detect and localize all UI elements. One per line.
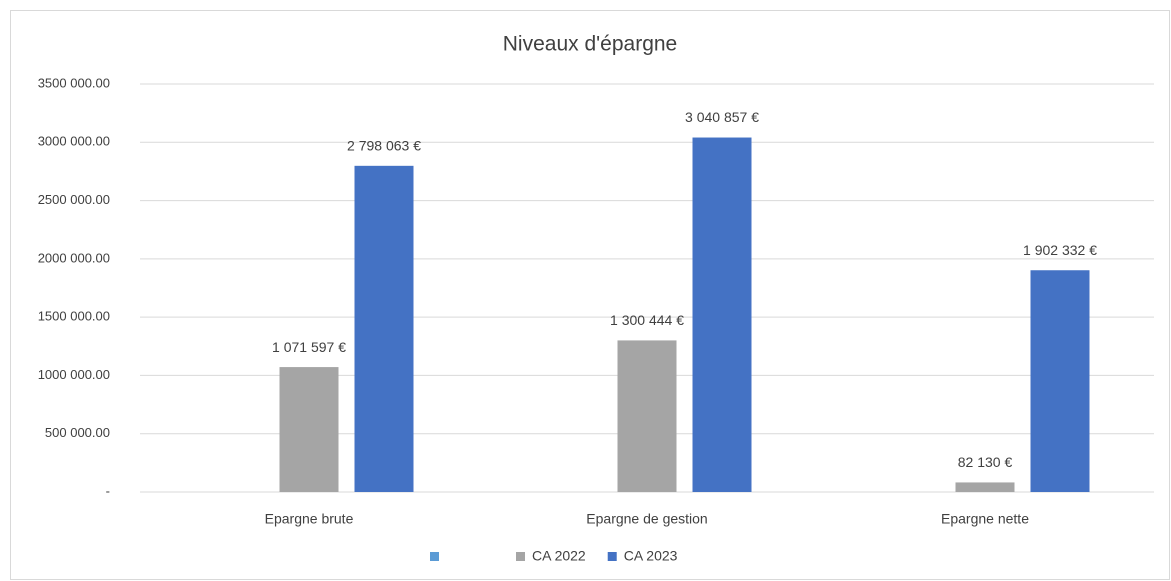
y-tick-label: 500 000.00 bbox=[45, 425, 110, 440]
chart-title: Niveaux d'épargne bbox=[503, 33, 677, 56]
legend-label: CA 2022 bbox=[532, 548, 586, 564]
y-tick-label: - bbox=[106, 483, 110, 498]
y-tick-label: 2000 000.00 bbox=[38, 250, 110, 265]
legend-swatch bbox=[516, 552, 525, 561]
legend-swatch bbox=[607, 552, 617, 561]
value-label: 1 902 332 € bbox=[1023, 242, 1097, 258]
y-tick-label: 3500 000.00 bbox=[38, 75, 110, 90]
chart-border bbox=[10, 10, 1170, 580]
bar bbox=[955, 482, 1015, 492]
value-label: 2 798 063 € bbox=[347, 138, 421, 154]
x-tick-label: Epargne de gestion bbox=[586, 511, 707, 527]
value-label: 3 040 857 € bbox=[685, 109, 759, 125]
y-tick-label: 2500 000.00 bbox=[38, 192, 110, 207]
value-label: 82 130 € bbox=[958, 454, 1013, 470]
y-tick-label: 3000 000.00 bbox=[38, 134, 110, 149]
bar bbox=[279, 367, 339, 492]
legend-label: CA 2023 bbox=[624, 548, 678, 564]
x-tick-label: Epargne brute bbox=[265, 511, 354, 527]
value-label: 1 300 444 € bbox=[610, 312, 684, 328]
legend-swatch bbox=[430, 552, 439, 561]
bar bbox=[692, 137, 752, 492]
y-tick-label: 1000 000.00 bbox=[38, 367, 110, 382]
bar bbox=[1030, 270, 1090, 492]
value-label: 1 071 597 € bbox=[272, 339, 346, 355]
y-tick-label: 1500 000.00 bbox=[38, 309, 110, 324]
bar bbox=[617, 340, 677, 492]
bar bbox=[354, 165, 414, 492]
x-tick-label: Epargne nette bbox=[941, 511, 1029, 527]
